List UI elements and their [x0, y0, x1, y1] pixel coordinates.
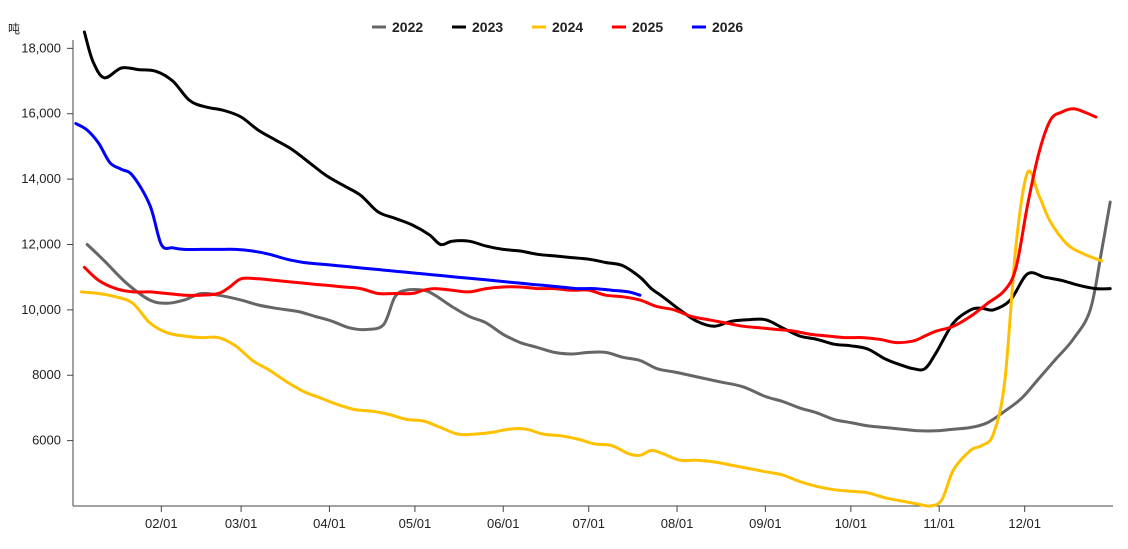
legend-item-2026: 2026: [692, 19, 743, 35]
x-axis: 02/01 03/01 04/01 05/01 06/01 07/01 08/01 09/01…: [73, 505, 1113, 531]
y-tick-label: 12,000: [21, 236, 61, 251]
x-tick-label: 06/01: [487, 516, 520, 531]
x-tick-label: 02/01: [145, 516, 178, 531]
series-line-2022: [85, 200, 1112, 433]
y-tick-label: 18,000: [21, 40, 61, 55]
chart-legend: 2022 2023 2024 2025 2026: [372, 19, 743, 35]
y-axis-unit-label: 吨: [8, 22, 20, 36]
legend-label: 2024: [552, 19, 583, 35]
series-line-2023: [82, 30, 1112, 372]
y-tick-label: 16,000: [21, 106, 61, 121]
y-axis: 6000 8000 10,000 12,000 14,000 16,000 18,000: [21, 40, 74, 506]
x-tick-label: 07/01: [572, 516, 605, 531]
x-tick-label: 04/01: [313, 516, 346, 531]
x-tick-label: 05/01: [399, 516, 432, 531]
legend-label: 2023: [472, 19, 503, 35]
x-tick-label: 08/01: [661, 516, 694, 531]
series-line-2025: [82, 107, 1098, 345]
x-tick-label: 03/01: [225, 516, 258, 531]
series-line-2026: [74, 122, 642, 297]
x-tick-label: 12/01: [1008, 516, 1041, 531]
legend-label: 2025: [632, 19, 663, 35]
y-tick-label: 10,000: [21, 302, 61, 317]
y-tick-label: 8000: [32, 367, 61, 382]
legend-item-2022: 2022: [372, 19, 423, 35]
x-tick-label: 10/01: [835, 516, 868, 531]
legend-label: 2022: [392, 19, 423, 35]
y-tick-label: 6000: [32, 433, 61, 448]
x-tick-label: 09/01: [749, 516, 782, 531]
y-tick-label: 14,000: [21, 171, 61, 186]
series-line-2024: [80, 169, 1104, 508]
legend-item-2024: 2024: [532, 19, 583, 35]
legend-item-2023: 2023: [452, 19, 503, 35]
legend-label: 2026: [712, 19, 743, 35]
x-tick-label: 11/01: [923, 516, 955, 531]
series-layer: [74, 30, 1112, 508]
legend-item-2025: 2025: [612, 19, 663, 35]
